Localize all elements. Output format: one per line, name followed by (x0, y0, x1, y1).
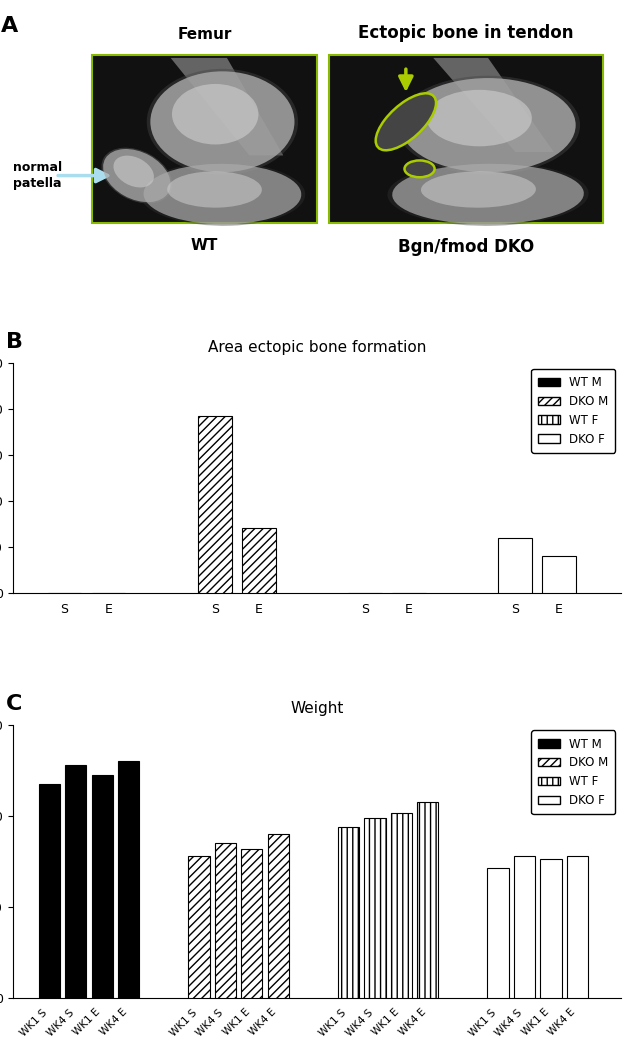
Ellipse shape (387, 163, 588, 226)
Text: A: A (1, 16, 18, 36)
Ellipse shape (101, 148, 172, 204)
Ellipse shape (376, 93, 436, 150)
Polygon shape (433, 58, 553, 152)
Bar (514, 857, 535, 998)
Bar (542, 556, 576, 593)
Bar (198, 416, 231, 593)
Ellipse shape (421, 171, 536, 208)
Text: normal
patella: normal patella (13, 161, 61, 190)
Text: Ectopic bone in tendon: Ectopic bone in tendon (358, 23, 574, 42)
Bar (417, 802, 438, 998)
Polygon shape (171, 58, 283, 155)
Ellipse shape (146, 69, 298, 174)
Text: WT: WT (191, 237, 218, 253)
Ellipse shape (113, 155, 154, 188)
Ellipse shape (401, 78, 576, 172)
Bar (567, 857, 588, 998)
Text: Femur: Femur (178, 26, 231, 42)
Bar (188, 857, 210, 998)
Title: Weight: Weight (290, 701, 344, 716)
Bar (39, 783, 60, 997)
Bar (65, 765, 86, 997)
Bar (92, 55, 317, 223)
Bar (91, 775, 113, 998)
Ellipse shape (150, 71, 294, 172)
Bar (365, 818, 385, 998)
Bar (242, 528, 276, 593)
Ellipse shape (172, 84, 259, 145)
Text: Bgn/fmod DKO: Bgn/fmod DKO (398, 237, 534, 256)
Legend: WT M, DKO M, WT F, DKO F: WT M, DKO M, WT F, DKO F (531, 369, 616, 453)
Bar (540, 859, 562, 998)
Ellipse shape (427, 90, 532, 146)
Bar (268, 834, 288, 998)
Bar (338, 827, 359, 998)
Ellipse shape (167, 171, 262, 208)
Ellipse shape (392, 164, 584, 225)
Ellipse shape (103, 149, 171, 203)
Bar (391, 813, 412, 998)
Title: Area ectopic bone formation: Area ectopic bone formation (208, 340, 426, 355)
Ellipse shape (396, 76, 580, 174)
Bar (329, 55, 603, 223)
Ellipse shape (139, 163, 305, 226)
Bar (488, 868, 508, 997)
Bar (118, 761, 139, 998)
Legend: WT M, DKO M, WT F, DKO F: WT M, DKO M, WT F, DKO F (531, 731, 616, 815)
Bar (215, 843, 236, 998)
Text: B: B (6, 333, 23, 353)
Ellipse shape (143, 164, 301, 225)
Ellipse shape (404, 161, 435, 177)
Text: C: C (6, 694, 23, 714)
Bar (498, 538, 532, 593)
Bar (241, 849, 262, 998)
